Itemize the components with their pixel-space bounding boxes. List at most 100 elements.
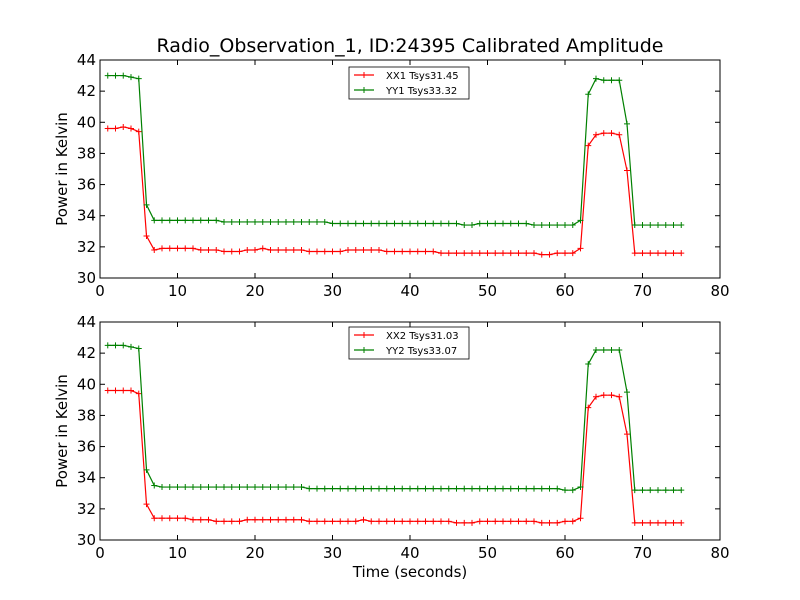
legend-label-1: XX1 Tsys31.45 [386, 71, 459, 82]
data-point [352, 485, 359, 492]
data-point [647, 250, 654, 257]
data-point [290, 484, 297, 491]
data-point [368, 518, 375, 525]
y-tick-label: 32 [77, 238, 96, 256]
data-point [283, 246, 289, 253]
data-point [577, 217, 584, 224]
data-point [376, 485, 382, 492]
data-point [616, 131, 623, 138]
data-point [182, 245, 189, 252]
data-point [275, 246, 282, 253]
data-point [453, 250, 460, 257]
data-point [399, 485, 406, 492]
data-point [422, 485, 429, 492]
data-point [283, 218, 289, 225]
data-point [438, 485, 444, 492]
data-point [236, 248, 243, 255]
data-point [345, 246, 351, 253]
y-tick-label: 32 [77, 500, 96, 518]
y-tick-label: 34 [77, 207, 96, 225]
data-point [500, 220, 506, 227]
data-point [515, 250, 522, 257]
data-point [236, 518, 243, 525]
data-point [624, 120, 630, 127]
x-tick-label: 80 [710, 282, 729, 300]
data-point [492, 518, 499, 525]
data-point [608, 130, 615, 137]
data-point [321, 485, 328, 492]
data-point [205, 217, 212, 224]
data-point [290, 246, 297, 253]
x-tick-label: 10 [168, 282, 187, 300]
data-point [352, 246, 359, 253]
data-point [151, 515, 158, 522]
data-point [484, 518, 491, 525]
data-point [554, 222, 561, 229]
data-point [337, 518, 344, 525]
y-tick-label: 30 [77, 531, 96, 549]
data-point [616, 347, 623, 354]
data-point [407, 248, 413, 255]
data-point [476, 220, 483, 227]
data-point [329, 220, 336, 227]
data-point [290, 516, 297, 523]
y-axis-title: Power in Kelvin [53, 112, 71, 226]
data-point [438, 518, 444, 525]
y-tick-label: 36 [77, 176, 96, 194]
x-tick-label: 0 [95, 282, 105, 300]
data-point [438, 220, 444, 227]
data-point [600, 77, 607, 84]
data-point [213, 217, 220, 224]
data-point [600, 347, 607, 354]
data-point [112, 342, 119, 349]
x-tick-label: 70 [633, 282, 652, 300]
data-point [236, 218, 243, 225]
data-point [670, 519, 677, 526]
data-point [531, 485, 537, 492]
data-point [244, 246, 251, 253]
data-point [523, 518, 530, 525]
data-point [221, 218, 227, 225]
data-point [228, 484, 235, 491]
data-point [174, 217, 181, 224]
data-point [639, 222, 646, 229]
data-point [376, 220, 382, 227]
data-point [298, 246, 305, 253]
data-point [670, 487, 677, 494]
data-point [391, 248, 398, 255]
y-tick-label: 44 [77, 51, 96, 69]
legend-label-2: YY2 Tsys33.07 [385, 346, 457, 357]
data-point [159, 484, 165, 491]
data-point [143, 466, 150, 473]
data-point [507, 518, 514, 525]
data-point [298, 516, 305, 523]
x-tick-label: 30 [323, 282, 342, 300]
data-point [631, 487, 638, 494]
data-point [600, 130, 607, 137]
data-point [376, 518, 382, 525]
data-point [430, 518, 437, 525]
data-point [360, 485, 367, 492]
y-tick-label: 36 [77, 438, 96, 456]
data-point [523, 220, 530, 227]
data-point [228, 518, 235, 525]
data-point [135, 128, 142, 135]
data-point [469, 519, 475, 526]
data-point [453, 220, 460, 227]
data-point [275, 484, 282, 491]
data-point [647, 222, 654, 229]
data-point [546, 485, 553, 492]
data-point [112, 72, 119, 79]
data-point [655, 487, 661, 494]
legend-marker-2 [361, 87, 367, 93]
data-point [569, 487, 576, 494]
data-point [151, 482, 158, 489]
data-point [345, 220, 351, 227]
data-point [670, 222, 677, 229]
data-point [507, 485, 514, 492]
data-point [383, 485, 390, 492]
data-point [476, 250, 483, 257]
data-point [538, 222, 545, 229]
data-point [306, 218, 313, 225]
data-point [259, 484, 266, 491]
